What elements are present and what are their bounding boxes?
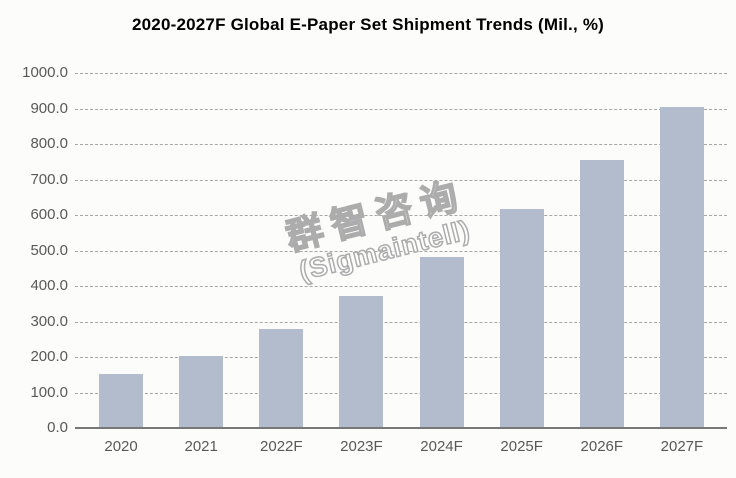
x-tick-label-2025F: 2025F xyxy=(500,438,543,455)
bar-2025F xyxy=(499,209,544,428)
x-tick-label-2026F: 2026F xyxy=(580,438,624,455)
bar-2027F xyxy=(659,106,704,428)
bar-slot-2026F xyxy=(562,73,642,428)
bar-slot-2021 xyxy=(161,73,241,428)
y-tick-label-100.0: 100.0 xyxy=(30,383,68,401)
gridline-y-600 xyxy=(75,215,727,216)
bar-2021 xyxy=(179,355,224,428)
gridline-y-300 xyxy=(75,321,727,323)
plot-area xyxy=(75,73,727,429)
x-tick-label-2020: 2020 xyxy=(104,438,138,455)
gridline-y-700 xyxy=(75,179,727,181)
y-tick-label-300.0: 300.0 xyxy=(30,312,68,330)
x-tick-label-2023F: 2023F xyxy=(340,438,383,455)
y-tick-label-700.0: 700.0 xyxy=(30,170,68,188)
y-tick-label-600.0: 600.0 xyxy=(30,206,68,223)
gridline-y-900 xyxy=(75,108,727,110)
x-tick-label-2024F: 2024F xyxy=(420,438,463,455)
x-axis-line xyxy=(75,427,727,429)
gridline-y-1000 xyxy=(75,73,727,74)
y-tick-label-900.0: 900.0 xyxy=(30,99,68,117)
bars-group xyxy=(81,73,722,428)
y-tick-label-800.0: 800.0 xyxy=(30,135,68,152)
bar-2022F xyxy=(259,328,304,428)
y-tick-label-0.0: 0.0 xyxy=(47,419,68,436)
chart-title: 2020-2027F Global E-Paper Set Shipment T… xyxy=(131,15,605,34)
y-tick-label-1000.0: 1000.0 xyxy=(22,64,68,81)
gridline-y-500 xyxy=(75,250,727,252)
y-tick-label-400.0: 400.0 xyxy=(30,277,68,294)
gridline-y-100 xyxy=(75,392,727,394)
x-tick-label-2021: 2021 xyxy=(184,438,218,455)
bar-slot-2022F xyxy=(241,73,321,428)
gridline-y-200 xyxy=(75,357,727,358)
bar-slot-2025F xyxy=(482,73,562,428)
bar-2023F xyxy=(339,296,384,428)
x-tick-label-2027F: 2027F xyxy=(660,438,704,455)
gridline-y-400 xyxy=(75,286,727,287)
bar-2026F xyxy=(579,159,624,428)
bar-slot-2027F xyxy=(642,73,722,428)
bar-2024F xyxy=(419,256,464,428)
x-axis: 2020 2021 2022F 2023F 2024F 2025F 2026F 2027F xyxy=(81,438,722,455)
y-axis: 0.0 100.0 200.0 300.0 400.0 500.0 600.0 700.0 80… xyxy=(0,0,68,478)
y-tick-label-200.0: 200.0 xyxy=(30,348,68,365)
bar-2020 xyxy=(99,374,144,428)
y-tick-label-500.0: 500.0 xyxy=(30,241,68,259)
x-tick-label-2022F: 2022F xyxy=(260,438,303,455)
bar-slot-2020 xyxy=(81,73,161,428)
bar-slot-2024F xyxy=(402,73,482,428)
bar-slot-2023F xyxy=(321,73,401,428)
gridline-y-800 xyxy=(75,144,727,145)
